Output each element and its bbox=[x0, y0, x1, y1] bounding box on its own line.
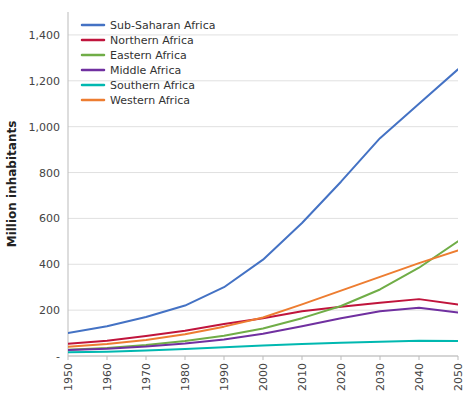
x-tick-label: 2000 bbox=[257, 363, 270, 391]
grid-line bbox=[68, 126, 458, 127]
y-tick-label: 600 bbox=[39, 212, 60, 225]
lines bbox=[68, 69, 458, 352]
series-line bbox=[68, 308, 458, 350]
x-tick bbox=[185, 356, 186, 360]
grid-line bbox=[68, 218, 458, 219]
y-tick-label: 400 bbox=[39, 258, 60, 271]
x-tick bbox=[68, 356, 69, 360]
y-tick-label: 1,200 bbox=[29, 75, 61, 88]
x-tick-label: 1980 bbox=[179, 363, 192, 391]
x-tick bbox=[341, 356, 342, 360]
x-tick-label: 2010 bbox=[296, 363, 309, 391]
legend-swatch bbox=[82, 99, 104, 102]
legend-label: Eastern Africa bbox=[110, 49, 187, 62]
x-tick bbox=[419, 356, 420, 360]
legend-swatch bbox=[82, 39, 104, 42]
x-tick bbox=[107, 356, 108, 360]
grid-line bbox=[68, 172, 458, 173]
x-tick-label: 1990 bbox=[218, 363, 231, 391]
x-tick bbox=[302, 356, 303, 360]
x-tick-label: 1970 bbox=[140, 363, 153, 391]
legend-label: Southern Africa bbox=[110, 79, 195, 92]
series-line bbox=[68, 299, 458, 344]
x-tick-label: 1950 bbox=[62, 363, 75, 391]
y-tick-label: 1,000 bbox=[29, 121, 61, 134]
x-tick-label: 2020 bbox=[335, 363, 348, 391]
legend-swatch bbox=[82, 54, 104, 57]
y-axis-title: Million inhabitants bbox=[5, 121, 19, 248]
x-axis: 1950 1960 1970 1980 1990 2000 2010 2020 2030 2040… bbox=[62, 356, 465, 391]
y-axis: - 200 400 600 800 1,000 1,200 1,400 bbox=[29, 12, 459, 363]
legend-label: Sub-Saharan Africa bbox=[110, 19, 215, 32]
grid-line bbox=[68, 264, 458, 265]
legend-swatch bbox=[82, 69, 104, 72]
y-tick-label: - bbox=[56, 350, 60, 363]
x-tick-label: 2050 bbox=[452, 363, 465, 391]
x-tick bbox=[224, 356, 225, 360]
y-tick-label: 200 bbox=[39, 304, 60, 317]
series-line bbox=[68, 251, 458, 347]
legend-swatch bbox=[82, 24, 104, 27]
x-tick-label: 2040 bbox=[413, 363, 426, 391]
x-tick-label: 1960 bbox=[101, 363, 114, 391]
y-axis-line bbox=[68, 12, 69, 356]
legend-swatch bbox=[82, 84, 104, 87]
legend-label: Western Africa bbox=[110, 94, 190, 107]
y-tick-label: 1,400 bbox=[29, 29, 61, 42]
x-tick bbox=[458, 356, 459, 360]
chart: - 200 400 600 800 1,000 1,200 1,400 Million inha… bbox=[0, 0, 474, 404]
legend-label: Northern Africa bbox=[110, 34, 194, 47]
legend: Sub-Saharan Africa Northern Africa Eastern… bbox=[82, 19, 215, 107]
x-tick bbox=[380, 356, 381, 360]
y-tick-label: 800 bbox=[39, 167, 60, 180]
x-tick bbox=[263, 356, 264, 360]
series-line bbox=[68, 69, 458, 333]
series-line bbox=[68, 241, 458, 349]
x-tick-label: 2030 bbox=[374, 363, 387, 391]
x-tick bbox=[146, 356, 147, 360]
legend-label: Middle Africa bbox=[110, 64, 181, 77]
